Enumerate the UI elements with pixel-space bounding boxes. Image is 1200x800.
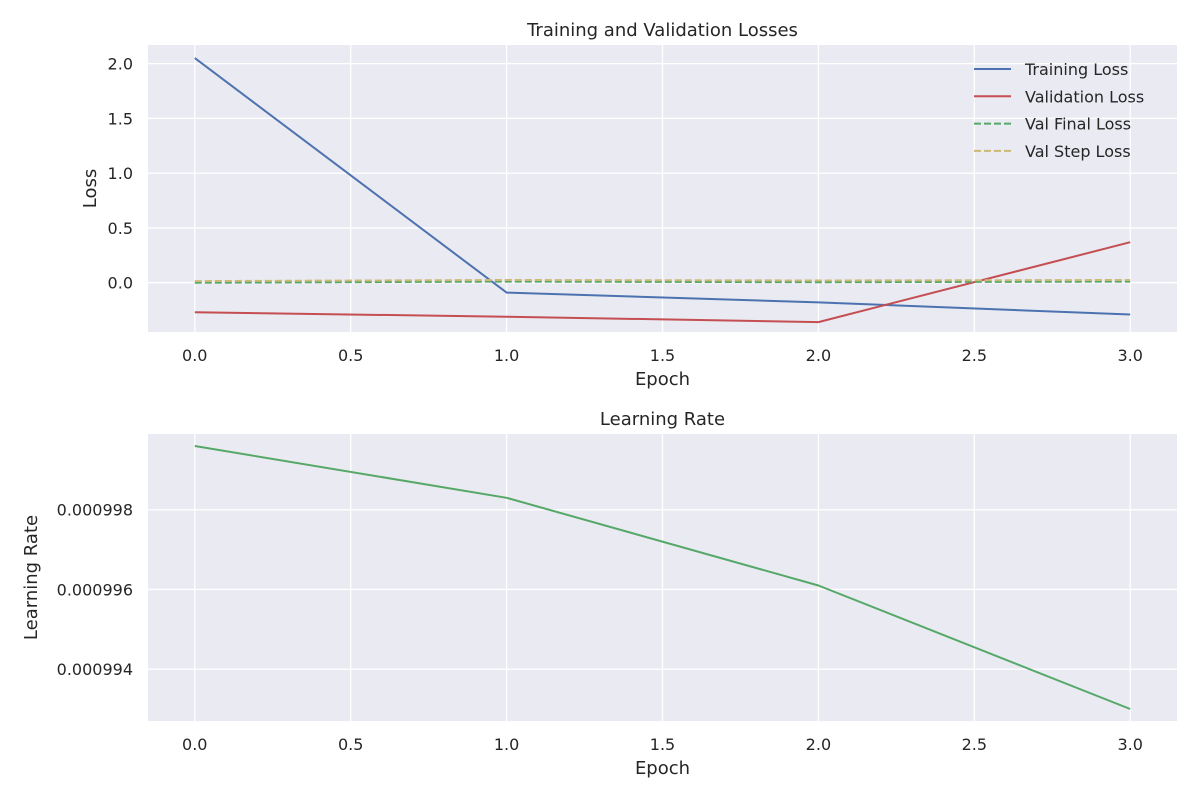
y-tick-label: 0.000996 — [57, 580, 133, 599]
legend-label: Validation Loss — [1025, 87, 1144, 106]
y-axis-label: Loss — [80, 169, 101, 208]
x-tick-label: 2.5 — [962, 346, 987, 365]
x-tick-label: 2.0 — [806, 735, 831, 754]
x-tick-label: 0.5 — [338, 346, 363, 365]
y-tick-label: 0.0 — [108, 274, 133, 293]
legend-label: Val Step Loss — [1025, 142, 1131, 161]
chart-panel-0: 0.0 0.5 1.0 1.5 2.0 2.5 3.0 0.0 0.5 1.0 1.5 2.0 Trai… — [80, 20, 1177, 390]
x-tick-label: 0.0 — [182, 346, 207, 365]
y-tick-label: 2.0 — [108, 55, 133, 74]
x-tick-label: 1.0 — [494, 735, 519, 754]
series-line-0 — [194, 57, 1131, 316]
x-tick-label: 1.0 — [494, 346, 519, 365]
series-line-0 — [194, 445, 1131, 710]
y-tick-label: 1.5 — [108, 109, 133, 128]
series-line-1 — [194, 241, 1131, 324]
series-line-3 — [194, 279, 1131, 283]
x-tick-label: 3.0 — [1118, 346, 1143, 365]
y-tick-label: 0.5 — [108, 219, 133, 238]
y-tick-label: 0.000994 — [57, 660, 133, 679]
x-tick-label: 0.0 — [182, 735, 207, 754]
x-tick-label: 1.5 — [650, 735, 675, 754]
legend-label: Val Final Loss — [1025, 115, 1131, 134]
x-axis-label: Epoch — [635, 369, 690, 390]
chart-title: Training and Validation Losses — [526, 20, 798, 41]
x-axis-label: Epoch — [635, 758, 690, 779]
chart-panel-1: 0.0 0.5 1.0 1.5 2.0 2.5 3.0 0.000994 0.000996 0.0… — [21, 409, 1177, 779]
chart-title: Learning Rate — [600, 409, 725, 430]
y-tick-label: 0.000998 — [57, 501, 133, 520]
x-tick-label: 3.0 — [1118, 735, 1143, 754]
legend: Training Loss Validation Loss Val Final Lo… — [974, 60, 1144, 161]
x-tick-label: 2.0 — [806, 346, 831, 365]
y-tick-label: 1.0 — [108, 164, 133, 183]
legend-label: Training Loss — [1024, 60, 1128, 79]
x-tick-label: 0.5 — [338, 735, 363, 754]
y-axis-label: Learning Rate — [21, 515, 42, 640]
x-tick-label: 1.5 — [650, 346, 675, 365]
x-tick-label: 2.5 — [962, 735, 987, 754]
series-line-2 — [194, 280, 1131, 284]
